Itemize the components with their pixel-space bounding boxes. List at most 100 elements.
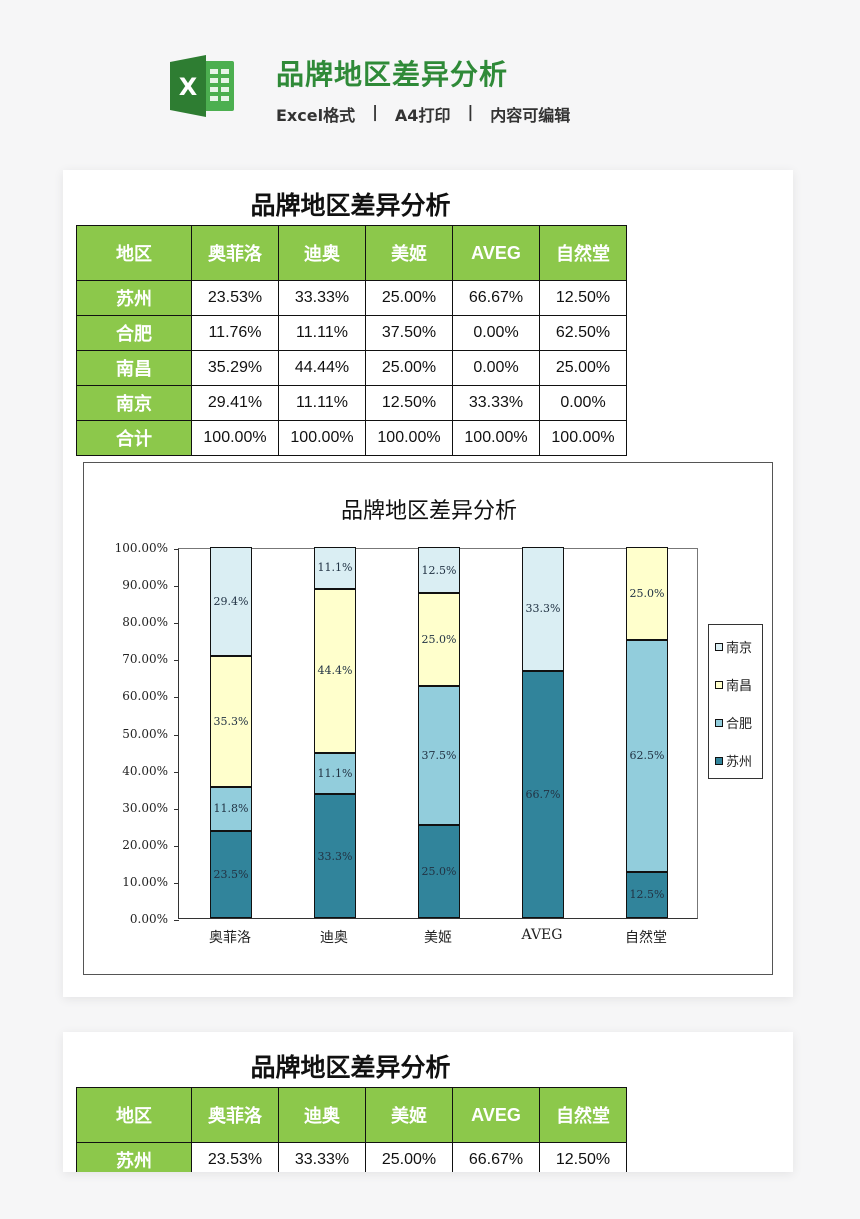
data-label: 12.5% bbox=[629, 888, 665, 902]
data-table: 地区 奥菲洛 迪奥 美姬 AVEG 自然堂 苏州 23.53% 33.33% 2… bbox=[76, 1087, 627, 1172]
bar-segment: 11.1% bbox=[314, 753, 356, 795]
table-cell: 100.00% bbox=[278, 420, 366, 456]
bar-segment: 12.5% bbox=[418, 547, 460, 594]
page-header: X 品牌地区差异分析 Excel格式 | A4打印 | 内容可编辑 bbox=[0, 0, 860, 150]
y-tick-mark bbox=[174, 808, 179, 810]
sheet-title: 品牌地区差异分析 bbox=[250, 191, 451, 220]
data-label: 23.5% bbox=[213, 867, 249, 881]
sheet-preview-page-2: 品牌地区差异分析 地区 奥菲洛 迪奥 美姬 AVEG 自然堂 苏州 23.53%… bbox=[63, 1032, 793, 1172]
row-header: 苏州 bbox=[76, 280, 192, 316]
table-cell: 11.11% bbox=[278, 315, 366, 351]
y-tick-label: 20.00% bbox=[122, 837, 168, 852]
legend-swatch-icon bbox=[715, 718, 723, 727]
data-label: 11.1% bbox=[317, 561, 353, 575]
table-cell: 66.67% bbox=[452, 280, 540, 316]
separator: | bbox=[467, 102, 474, 121]
legend-item: 合肥 bbox=[715, 713, 752, 732]
excel-icon: X bbox=[170, 55, 234, 117]
table-row: 苏州 23.53% 33.33% 25.00% 66.67% 12.50% bbox=[76, 280, 627, 316]
x-tick-label: AVEG bbox=[521, 927, 563, 943]
col-header: 奥菲洛 bbox=[191, 1087, 279, 1143]
tag-print: A4打印 bbox=[394, 106, 451, 125]
data-label: 25.0% bbox=[421, 865, 457, 879]
col-header: 地区 bbox=[76, 225, 192, 281]
page-title: 品牌地区差异分析 bbox=[276, 58, 509, 91]
row-header: 合计 bbox=[76, 420, 192, 456]
table-cell: 35.29% bbox=[191, 350, 279, 386]
legend-swatch-icon bbox=[715, 680, 723, 689]
bar-segment: 25.0% bbox=[626, 547, 668, 640]
legend-swatch-icon bbox=[715, 642, 723, 651]
bar-segment: 11.8% bbox=[210, 787, 252, 831]
y-tick-mark bbox=[174, 660, 179, 662]
bar-segment: 33.3% bbox=[314, 794, 356, 918]
table-cell: 100.00% bbox=[365, 420, 453, 456]
legend-item: 南昌 bbox=[715, 675, 752, 694]
y-tick-mark bbox=[174, 697, 179, 699]
bar-stack: 23.5% 11.8% 35.3% 29.4% bbox=[210, 547, 252, 918]
table-row: 南京 29.41% 11.11% 12.50% 33.33% 0.00% bbox=[76, 385, 627, 421]
data-label: 11.8% bbox=[213, 802, 249, 816]
feature-tags: Excel格式 | A4打印 | 内容可编辑 bbox=[276, 102, 570, 126]
data-label: 35.3% bbox=[213, 715, 249, 729]
bar-stack: 12.5% 62.5% 25.0% bbox=[626, 547, 668, 918]
y-tick-label: 40.00% bbox=[122, 763, 168, 778]
bar-segment: 23.5% bbox=[210, 830, 252, 918]
separator: | bbox=[372, 102, 378, 121]
y-tick-label: 30.00% bbox=[122, 800, 168, 815]
data-label: 33.3% bbox=[525, 602, 561, 616]
table-cell: 25.00% bbox=[365, 1142, 453, 1172]
data-label: 66.7% bbox=[525, 787, 561, 801]
tag-format: Excel格式 bbox=[276, 106, 356, 125]
table-cell: 100.00% bbox=[452, 420, 540, 456]
table-cell: 11.76% bbox=[191, 315, 279, 351]
table-cell: 0.00% bbox=[452, 350, 540, 386]
data-label: 37.5% bbox=[421, 749, 457, 763]
table-cell: 37.50% bbox=[365, 315, 453, 351]
x-tick-label: 自然堂 bbox=[625, 930, 667, 946]
table-cell: 25.00% bbox=[365, 280, 453, 316]
tag-editable: 内容可编辑 bbox=[490, 106, 571, 125]
table-row: 南昌 35.29% 44.44% 25.00% 0.00% 25.00% bbox=[76, 350, 627, 386]
table-cell: 23.53% bbox=[191, 1142, 279, 1172]
y-tick-label: 80.00% bbox=[122, 615, 168, 630]
data-label: 29.4% bbox=[213, 595, 249, 609]
y-tick-label: 50.00% bbox=[122, 726, 168, 741]
data-label: 25.0% bbox=[629, 586, 665, 600]
table-cell: 12.50% bbox=[539, 280, 627, 316]
data-label: 12.5% bbox=[421, 563, 457, 577]
table-cell: 25.00% bbox=[539, 350, 627, 386]
table-row: 苏州 23.53% 33.33% 25.00% 66.67% 12.50% bbox=[76, 1142, 627, 1172]
col-header: AVEG bbox=[452, 1087, 540, 1143]
sheet-title: 品牌地区差异分析 bbox=[250, 1053, 451, 1082]
y-tick-mark bbox=[174, 549, 179, 550]
stacked-bar-chart: 品牌地区差异分析 23.5% 11.8% 35.3% 29.4% 33.3% 11.1% 4… bbox=[83, 462, 773, 975]
y-tick-mark bbox=[174, 734, 179, 736]
y-tick-mark bbox=[174, 920, 179, 921]
x-tick-label: 美姬 bbox=[424, 930, 452, 946]
table-cell: 44.44% bbox=[278, 350, 366, 386]
table-cell: 33.33% bbox=[278, 1142, 366, 1172]
col-header: 自然堂 bbox=[539, 1087, 627, 1143]
chart-legend: 南京 南昌 合肥 苏州 bbox=[708, 624, 763, 779]
legend-label: 合肥 bbox=[726, 717, 753, 732]
data-label: 33.3% bbox=[317, 849, 353, 863]
bar-segment: 29.4% bbox=[210, 547, 252, 657]
table-cell: 29.41% bbox=[191, 385, 279, 421]
table-cell: 100.00% bbox=[539, 420, 627, 456]
row-header: 南昌 bbox=[76, 350, 192, 386]
bar-segment: 66.7% bbox=[522, 670, 564, 918]
col-header: 美姬 bbox=[365, 1087, 453, 1143]
data-label: 11.1% bbox=[317, 767, 353, 781]
bar-segment: 62.5% bbox=[626, 639, 668, 872]
svg-text:X: X bbox=[179, 73, 198, 101]
table-header-row: 地区 奥菲洛 迪奥 美姬 AVEG 自然堂 bbox=[76, 1087, 627, 1143]
table-cell: 11.11% bbox=[278, 385, 366, 421]
bar-segment: 25.0% bbox=[418, 825, 460, 918]
y-tick-label: 60.00% bbox=[122, 689, 168, 704]
col-header: 自然堂 bbox=[539, 225, 627, 281]
y-tick-mark bbox=[174, 845, 179, 847]
bar-segment: 33.3% bbox=[522, 547, 564, 671]
data-label: 62.5% bbox=[629, 749, 665, 763]
col-header: AVEG bbox=[452, 225, 540, 281]
